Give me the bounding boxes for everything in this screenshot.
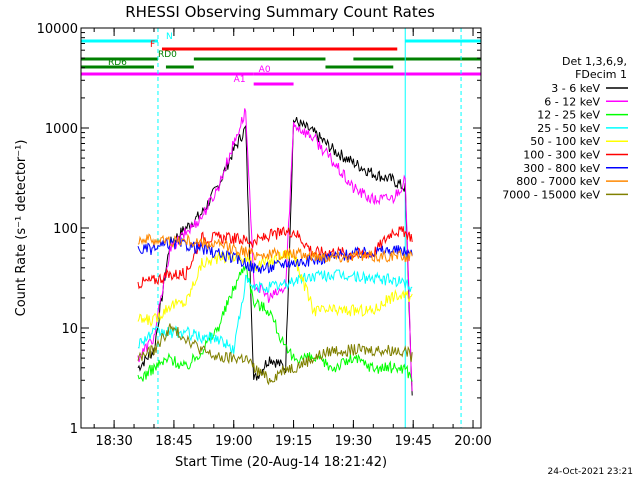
y-tick-label: 10 (61, 322, 78, 337)
legend-label: 3 - 6 keV (551, 82, 600, 95)
flag-label: F (150, 40, 155, 50)
x-axis: 18:30 18:45 19:00 19:15 19:30 19:45 20:00 (93, 28, 492, 449)
legend-header: FDecim 1 (575, 68, 627, 81)
legend-label: 12 - 25 keV (537, 109, 600, 122)
y-tick-label: 100 (53, 222, 78, 237)
vertical-markers (80, 28, 462, 428)
legend-label: 50 - 100 keV (530, 135, 600, 148)
x-tick-label: 19:15 (275, 434, 312, 449)
legend-label: 6 - 12 keV (544, 95, 600, 108)
x-tick-label: 18:30 (95, 434, 132, 449)
x-tick-label: 19:30 (335, 434, 372, 449)
flag-label: RD0 (158, 50, 177, 60)
legend-header: Det 1,3,6,9, (562, 55, 627, 68)
flag-label: N (166, 32, 173, 42)
series-line (137, 233, 413, 264)
y-tick-label: 1 (70, 422, 78, 437)
legend-label: 7000 - 15000 keV (502, 188, 600, 201)
flag-label: A0 (259, 65, 271, 75)
chart-title: RHESSI Observing Summary Count Rates (125, 3, 435, 21)
x-tick-label: 19:00 (215, 434, 252, 449)
y-axis: 1 10 100 1000 10000 (37, 22, 481, 437)
series-line (137, 269, 413, 354)
series-line (137, 236, 413, 274)
legend-label: 25 - 50 keV (537, 122, 600, 135)
x-tick-label: 19:45 (394, 434, 431, 449)
y-axis-label: Count Rate (s⁻¹ detector⁻¹) (14, 140, 29, 317)
series-line (137, 265, 413, 382)
flag-label: RD6 (108, 58, 127, 68)
x-tick-label: 18:45 (155, 434, 192, 449)
flag-label: A1 (234, 75, 246, 85)
legend-label: 100 - 300 keV (523, 149, 600, 162)
series-line (137, 226, 413, 290)
date-stamp: 24-Oct-2021 23:21 (548, 467, 633, 477)
legend-label: 300 - 800 keV (523, 162, 600, 175)
x-axis-label: Start Time (20-Aug-14 18:21:42) (175, 455, 387, 470)
y-tick-label: 1000 (45, 122, 78, 137)
series-line (137, 323, 413, 386)
series-line (137, 116, 413, 396)
y-tick-label: 10000 (37, 22, 78, 37)
legend-label: 800 - 7000 keV (516, 175, 600, 188)
series-line (137, 108, 413, 392)
series-lines (137, 108, 413, 396)
series-line (137, 249, 413, 328)
x-tick-label: 20:00 (454, 434, 491, 449)
